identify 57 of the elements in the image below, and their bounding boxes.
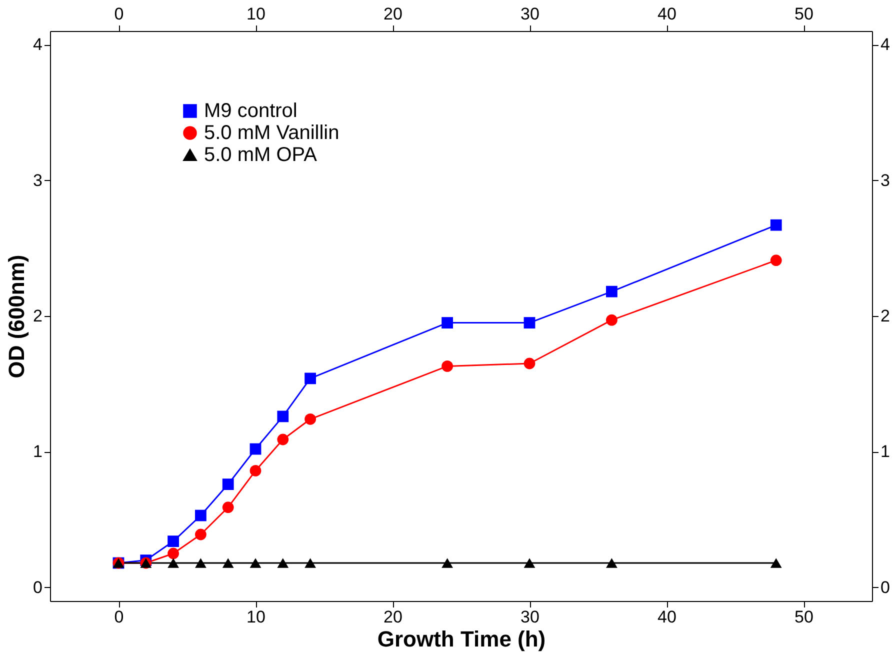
- point: [195, 528, 206, 540]
- y2-tick-label: 3: [880, 170, 890, 190]
- point: [524, 558, 536, 568]
- y-tick-label: 3: [33, 170, 42, 190]
- x-tick-label: 50: [794, 608, 814, 626]
- point: [250, 465, 262, 476]
- point: [606, 314, 618, 326]
- point: [770, 219, 782, 231]
- y2-tick-label: 4: [880, 35, 890, 54]
- point: [195, 558, 206, 568]
- y2-tick-label: 2: [880, 306, 890, 326]
- point: [442, 317, 453, 328]
- legend-label: M9 control: [204, 100, 298, 122]
- x-tick-label: 20: [384, 608, 402, 626]
- y2-tick-label: 1: [880, 442, 890, 462]
- x2-tick-label: 10: [246, 4, 266, 24]
- x-axis-title: Growth Time (h): [377, 626, 546, 652]
- y-tick-label: 1: [33, 442, 42, 462]
- y-tick-label: 0: [33, 578, 42, 597]
- point: [304, 413, 316, 425]
- point: [277, 558, 289, 568]
- point: [222, 502, 234, 514]
- point: [304, 372, 316, 384]
- point: [168, 536, 179, 547]
- point: [277, 410, 289, 422]
- point: [606, 558, 618, 568]
- point: [770, 254, 782, 266]
- point: [168, 548, 179, 560]
- point: [304, 558, 316, 568]
- point: [442, 360, 453, 372]
- point: [524, 358, 536, 370]
- point: [277, 434, 289, 446]
- y-tick-label: 4: [33, 35, 42, 54]
- point: [168, 558, 179, 568]
- point: [250, 558, 262, 568]
- point: [524, 317, 536, 328]
- point: [606, 286, 618, 298]
- point: [250, 443, 262, 455]
- x2-tick-label: 30: [520, 4, 540, 24]
- x2-tick-label: 50: [794, 4, 814, 24]
- y-axis-title: OD (600nm): [4, 254, 30, 378]
- x-tick-label: 40: [658, 608, 676, 626]
- legend-label: 5.0 mM OPA: [204, 144, 318, 166]
- point: [222, 478, 234, 490]
- point: [195, 510, 206, 522]
- x-tick-label: 0: [114, 608, 124, 626]
- x2-tick-label: 0: [114, 4, 124, 24]
- point: [770, 558, 782, 568]
- x-tick-label: 30: [520, 608, 540, 626]
- point: [222, 558, 234, 568]
- x-tick-label: 10: [246, 608, 266, 626]
- point: [442, 558, 453, 568]
- y-tick-label: 2: [33, 306, 42, 326]
- legend-label: 5.0 mM Vanillin: [204, 122, 340, 144]
- x2-tick-label: 20: [384, 4, 402, 24]
- x2-tick-label: 40: [658, 4, 676, 24]
- y2-tick-label: 0: [880, 578, 890, 597]
